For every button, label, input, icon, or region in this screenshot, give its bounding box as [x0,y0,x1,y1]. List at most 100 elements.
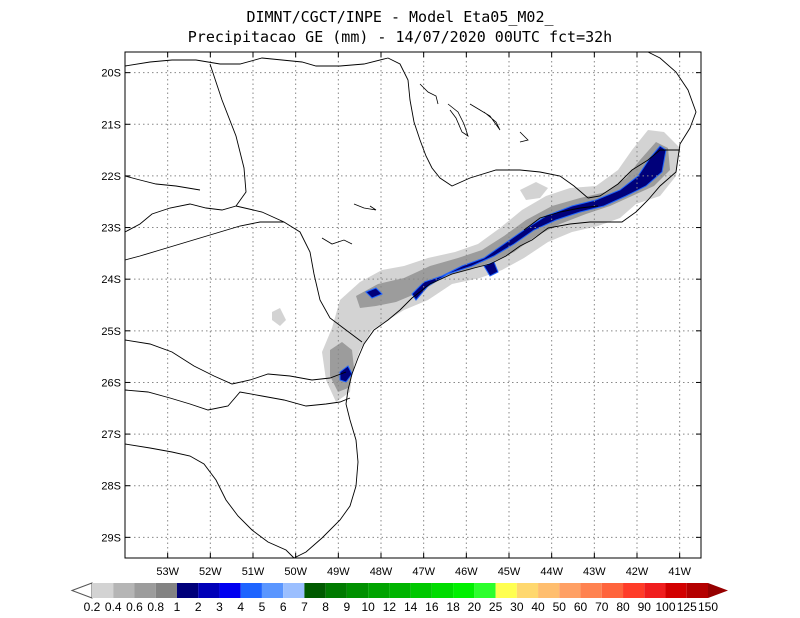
colorbar-label: 90 [638,600,652,614]
lon-tick-label: 52W [199,566,222,578]
coastline-and-borders [124,51,697,559]
precip-area-light-2 [520,182,548,200]
colorbar-swatch [495,583,517,598]
latitude-ticks: 20S 21S 22S 23S 24S 25S 26S 27S 28S 29S [101,68,701,544]
lon-tick-label: 41W [668,566,691,578]
colorbar-swatch [665,583,687,598]
border-ms-sp [124,63,247,233]
colorbar-left-arrow [70,582,93,599]
precip-area-medium [356,142,670,308]
colorbar-swatch [346,583,369,598]
colorbar-label: 2 [195,600,202,614]
colorbar-swatch [134,583,156,598]
lon-tick-label: 53W [156,566,179,578]
colorbar-label: 50 [553,600,567,614]
colorbar-swatch [623,583,645,598]
colorbar-label: 9 [344,600,351,614]
colorbar-swatch [113,583,135,598]
colorbar-swatch [155,583,177,598]
border-pr-sc [124,339,347,385]
lon-tick-label: 47W [412,566,435,578]
colorbar-label: 16 [425,600,439,614]
coastline [293,143,681,559]
map-plot-area: 53W 52W 51W 50W 49W 48W 47W 46W 45W 44W 43W 42W 41W … [101,51,702,578]
lon-tick-label: 49W [327,566,350,578]
lon-tick-label: 44W [540,566,563,578]
colorbar-swatch [283,583,305,598]
lat-tick-label: 26S [101,377,121,389]
lon-tick-label: 50W [284,566,307,578]
lat-tick-label: 20S [101,68,121,80]
colorbar-swatch [304,583,326,598]
colorbar-swatch [559,583,581,598]
colorbar-swatch [431,583,454,598]
colorbar-swatch [176,583,199,598]
colorbar-label: 40 [531,600,545,614]
colorbar-swatch [686,583,708,598]
reservoirs [321,83,529,245]
colorbar-label: 0.8 [147,600,164,614]
colorbar-label: 7 [301,600,308,614]
lat-tick-label: 29S [101,532,121,544]
lat-tick-label: 25S [101,326,121,338]
colorbar-swatch [389,583,411,598]
colorbar-swatch [198,583,220,598]
colorbar-swatch [644,583,666,598]
colorbar-label: 14 [404,600,418,614]
lat-tick-label: 24S [101,274,121,286]
border-ms-pr [124,221,284,261]
title-line-1: DIMNT/CGCT/INPE - Model Eta05_M02_ [246,8,554,26]
precip-core-blue-2 [365,287,383,299]
longitude-ticks: 53W 52W 51W 50W 49W 48W 47W 46W 45W 44W 43W 42W 41W [156,52,692,578]
colorbar-label: 125 [677,600,697,614]
colorbar-label: 150 [698,600,718,614]
colorbar-label: 10 [361,600,375,614]
lat-lon-grid [125,52,701,558]
colorbar-label: 20 [468,600,482,614]
colorbar-label: 6 [280,600,287,614]
colorbar-label: 3 [216,600,223,614]
colorbar-swatch [474,583,496,598]
colorbar-label: 12 [383,600,397,614]
border-sp-mg [387,57,589,199]
lon-tick-label: 43W [583,566,606,578]
border-sp-mg-rj [523,205,599,231]
lon-tick-label: 51W [242,566,265,578]
colorbar-right-arrow [708,583,728,598]
colorbar-label: 80 [616,600,630,614]
colorbar-label: 100 [656,600,676,614]
colorbar-swatch [516,583,539,598]
colorbar-swatch [325,583,347,598]
border-mg-rj [587,149,680,199]
colorbar-label: 5 [259,600,266,614]
colorbar-swatch [410,583,432,598]
lat-tick-label: 23S [101,223,121,235]
lat-tick-label: 21S [101,119,121,131]
precip-area-light-3 [272,308,286,326]
colorbar-swatch [261,583,284,598]
colorbar-swatch [368,583,390,598]
border-sc-rs [124,389,351,411]
border-ms-north [124,57,389,67]
colorbar: 0.2 0.4 0.6 0.8 1 2 3 4 5 6 7 8 9 10 12 14 16 18 20 25 30 40 5… [70,582,728,614]
colorbar-label: 0.4 [105,600,122,614]
colorbar-label: 60 [574,600,588,614]
colorbar-swatch [92,583,114,598]
lat-tick-label: 27S [101,429,121,441]
colorbar-swatch [219,583,241,598]
lon-tick-label: 46W [455,566,478,578]
lon-tick-label: 48W [370,566,393,578]
colorbar-label: 25 [489,600,503,614]
colorbar-label: 30 [510,600,524,614]
border-rs-west [124,443,295,559]
colorbar-label: 18 [446,600,460,614]
colorbar-label: 0.2 [84,600,101,614]
border-mg-es [647,51,697,145]
colorbar-label: 0.6 [126,600,143,614]
border-pr-north [235,205,363,343]
colorbar-swatch [453,583,475,598]
colorbar-swatch [538,583,560,598]
colorbar-label: 4 [237,600,244,614]
lat-tick-label: 22S [101,171,121,183]
